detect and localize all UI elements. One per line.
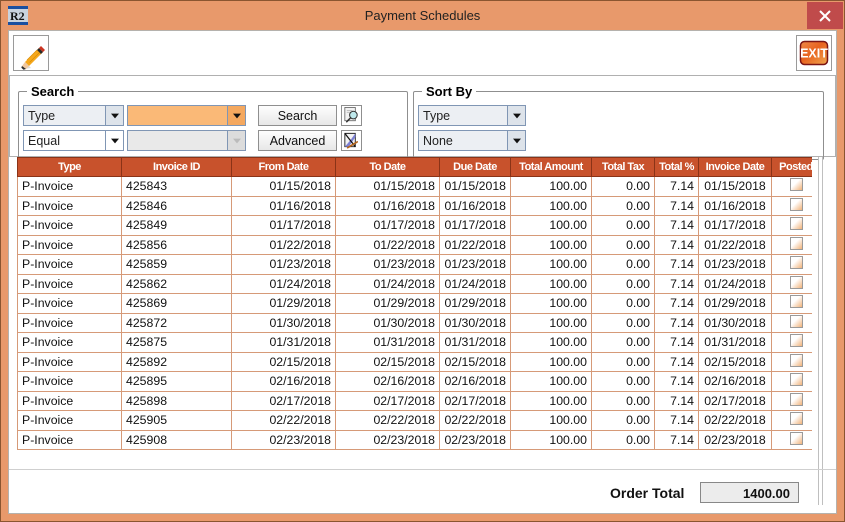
svg-text:EXIT: EXIT — [800, 47, 828, 61]
